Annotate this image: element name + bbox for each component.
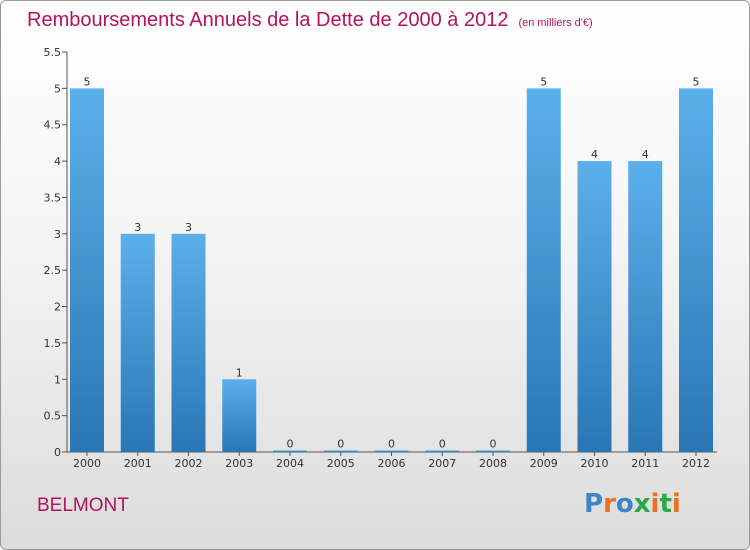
x-tick-label: 2002: [175, 457, 203, 470]
bars: [70, 88, 713, 452]
logo-letter: r: [603, 489, 616, 519]
y-tick-label: 0: [54, 446, 61, 459]
logo-letter: i: [671, 489, 681, 519]
y-tick-label: 1.5: [44, 337, 62, 350]
data-label: 0: [490, 438, 497, 451]
x-tick-label: 2012: [682, 457, 710, 470]
bar: [679, 88, 713, 452]
bar: [70, 88, 104, 452]
y-tick-label: 5.5: [44, 46, 62, 59]
y-tick-label: 5: [54, 82, 61, 95]
logo-letter: x: [633, 489, 651, 519]
y-tick-label: 4.5: [44, 119, 62, 132]
bar: [171, 233, 206, 452]
y-tick-label: 1: [54, 373, 61, 386]
data-label: 5: [693, 75, 700, 88]
data-label: 4: [642, 148, 649, 161]
bar: [273, 450, 307, 452]
y-tick-label: 2.5: [44, 264, 62, 277]
data-label: 1: [236, 366, 243, 379]
bar: [577, 161, 612, 452]
commune-name: BELMONT: [37, 495, 129, 516]
logo-letter: P: [584, 489, 604, 519]
chart-title: Remboursements Annuels de la Dette de 20…: [27, 9, 593, 32]
x-tick-label: 2000: [73, 457, 101, 470]
x-tick-label: 2008: [479, 457, 507, 470]
y-tick-label: 2: [54, 301, 61, 314]
bar: [323, 450, 358, 452]
x-tick-label: 2004: [276, 457, 304, 470]
data-label: 5: [84, 75, 91, 88]
chart-subtitle: (en milliers d'€): [518, 17, 593, 29]
proxiti-logo: Proxiti: [584, 489, 681, 519]
data-label: 0: [287, 438, 294, 451]
x-tick-label: 2011: [631, 457, 659, 470]
title-text: Remboursements Annuels de la Dette de 20…: [27, 9, 509, 31]
x-tick-label: 2007: [428, 457, 456, 470]
data-label: 4: [591, 148, 598, 161]
data-label: 0: [337, 438, 344, 451]
bar: [526, 88, 561, 452]
x-tick-label: 2005: [327, 457, 355, 470]
x-tick-label: 2006: [378, 457, 406, 470]
x-tick-label: 2010: [581, 457, 609, 470]
x-tick-label: 2001: [124, 457, 152, 470]
data-label: 5: [540, 75, 547, 88]
data-label: 0: [388, 438, 395, 451]
logo-letter: t: [659, 489, 672, 519]
y-tick-label: 3.5: [44, 191, 62, 204]
logo-letter: i: [650, 489, 660, 519]
bar: [120, 233, 155, 452]
bar: [628, 161, 663, 452]
bar: [222, 379, 257, 452]
labels: 2000 5 2001 3 2002 3 2003 1 2004 0 2005 0 2006 0 2007 0…: [73, 75, 710, 470]
logo-letter: o: [615, 489, 634, 519]
y-tick-label: 4: [54, 155, 61, 168]
bar: [374, 450, 409, 452]
x-tick-label: 2003: [225, 457, 253, 470]
data-label: 0: [439, 438, 446, 451]
y-tick-label: 0.5: [44, 410, 62, 423]
data-label: 3: [134, 221, 141, 234]
bar: [425, 450, 460, 452]
x-tick-label: 2009: [530, 457, 558, 470]
y-tick-label: 3: [54, 228, 61, 241]
bar: [476, 450, 510, 452]
data-label: 3: [185, 221, 192, 234]
